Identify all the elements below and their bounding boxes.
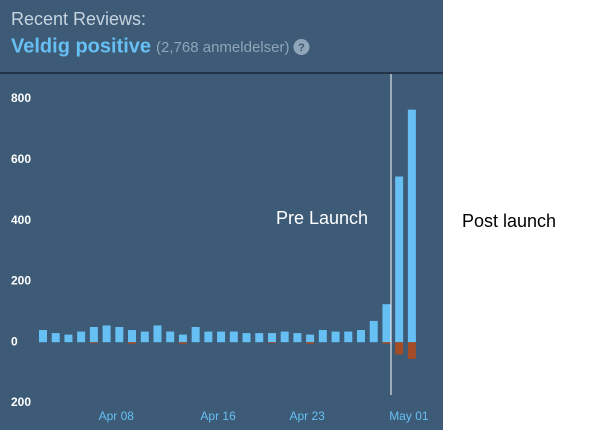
y-tick-label: 600 [11, 152, 31, 166]
bar [306, 334, 315, 343]
y-tick-label: 200 [11, 274, 31, 288]
bar [217, 331, 226, 343]
help-icon-text[interactable]: ? [298, 42, 305, 54]
bar [318, 330, 327, 343]
bar [39, 330, 47, 343]
bar [102, 325, 111, 343]
bar [128, 330, 137, 343]
bar [344, 331, 353, 343]
bar [242, 333, 251, 343]
bar [229, 331, 238, 343]
review-count: (2,768 anmeldelser) [156, 39, 289, 56]
bar [293, 333, 302, 343]
annotation: Post launch [462, 211, 556, 231]
y-tick-label: 0 [11, 334, 18, 348]
bar [89, 327, 98, 343]
panel [0, 0, 443, 430]
x-tick-label: Apr 23 [289, 409, 325, 423]
annotation: Pre Launch [276, 208, 368, 228]
bar [382, 304, 391, 343]
bar [64, 334, 73, 343]
bar [395, 176, 404, 343]
bar [267, 342, 276, 344]
x-tick-label: May 01 [389, 409, 429, 423]
bar [178, 334, 187, 343]
bar [331, 331, 340, 343]
bar [77, 331, 86, 343]
bar [267, 333, 276, 343]
bar [204, 331, 213, 343]
bar [51, 333, 60, 343]
bar [395, 342, 404, 355]
x-tick-label: Apr 08 [99, 409, 135, 423]
bar [128, 342, 137, 344]
bar [166, 331, 175, 343]
bar [382, 342, 391, 344]
x-tick-label: Apr 16 [200, 409, 236, 423]
bar [89, 342, 98, 344]
chart-title: Recent Reviews: [11, 9, 146, 29]
bar [369, 320, 378, 343]
bar [280, 331, 289, 343]
y-tick-label: 200 [11, 395, 31, 409]
help-icon[interactable] [293, 39, 310, 55]
bar [407, 342, 416, 359]
bar [407, 109, 416, 343]
bar [255, 333, 264, 343]
bar [357, 330, 365, 343]
bar [115, 327, 124, 343]
bar [191, 327, 200, 343]
y-tick-label: 400 [11, 213, 31, 227]
rating: Veldig positive [11, 35, 151, 57]
y-tick-label: 800 [11, 91, 31, 105]
bar [140, 331, 149, 343]
bar [178, 342, 187, 344]
bar [306, 342, 315, 344]
bar [153, 325, 162, 343]
